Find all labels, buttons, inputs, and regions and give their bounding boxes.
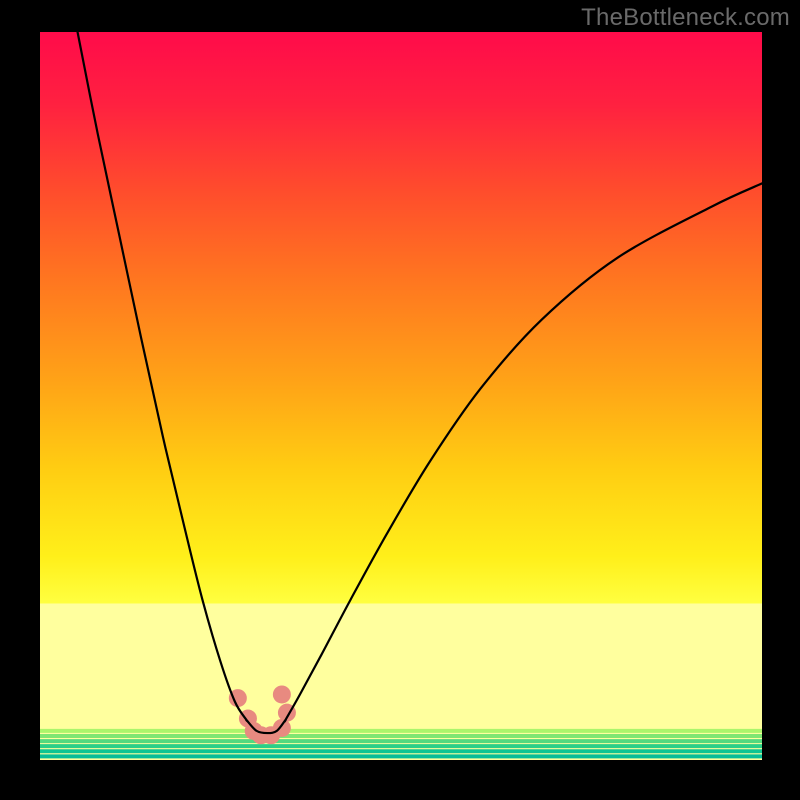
curve-marker [273,719,291,737]
curve-marker [273,685,291,703]
chart-svg [0,0,800,800]
plot-area [40,32,762,760]
pale-band [40,603,762,727]
watermark-text: TheBottleneck.com [581,4,790,32]
chart-stage: TheBottleneck.com [0,0,800,800]
